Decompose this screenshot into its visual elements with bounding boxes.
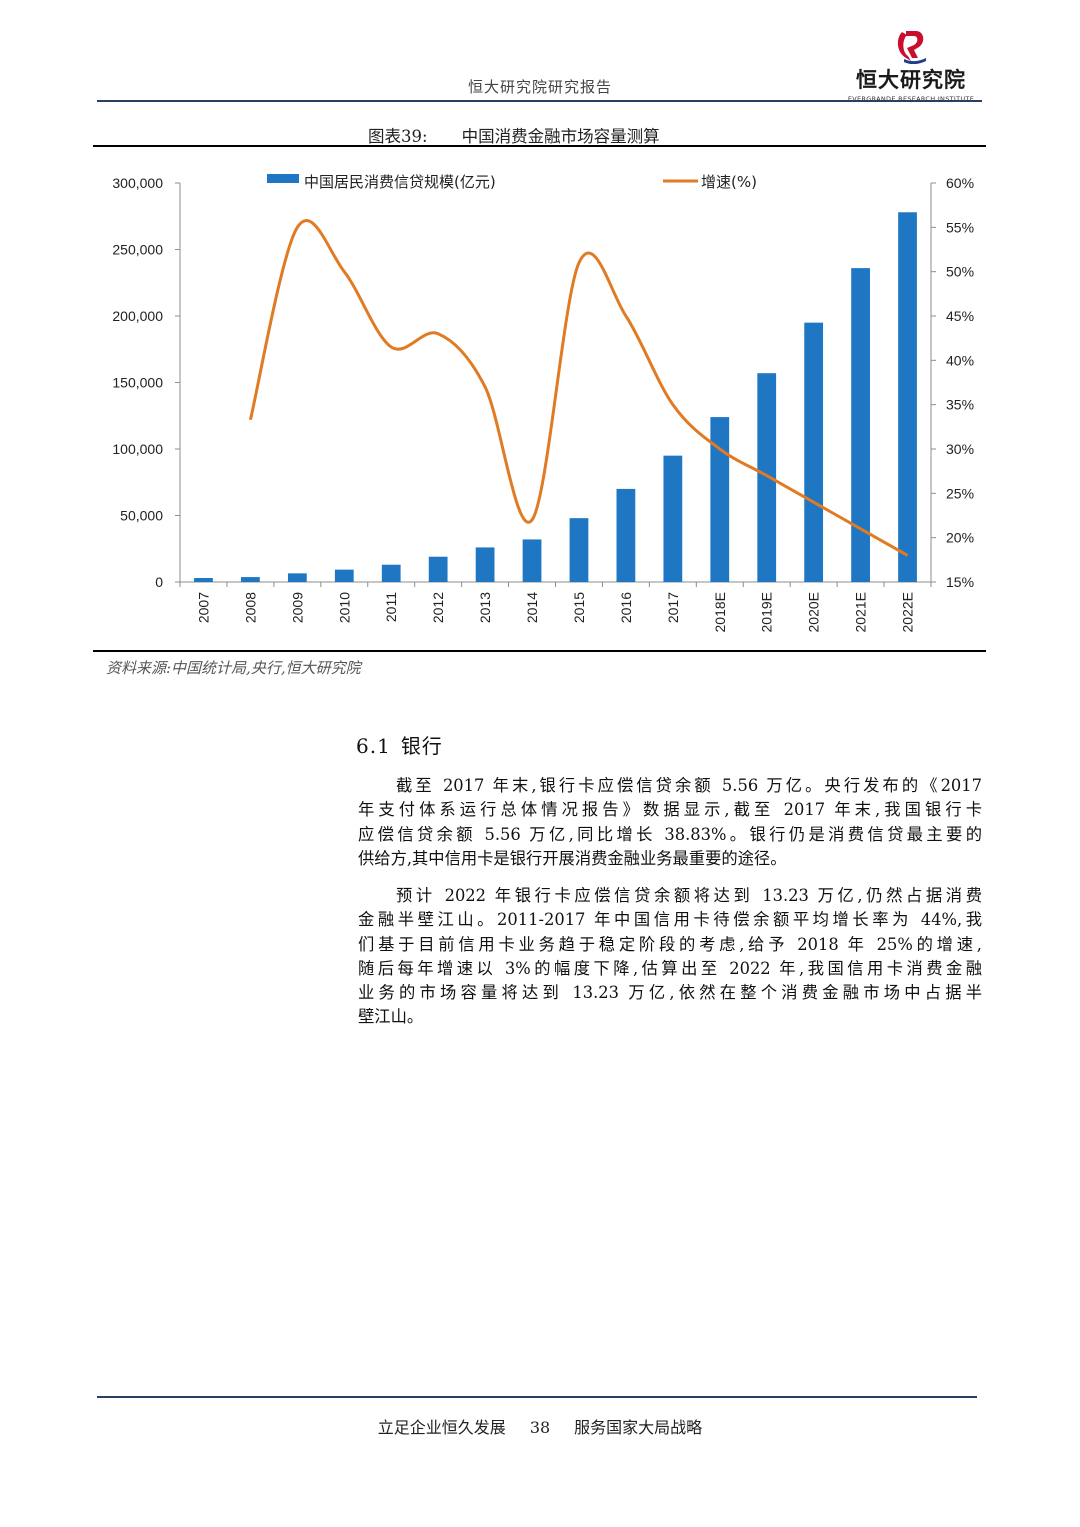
x-tick-label: 2021E [853, 592, 869, 632]
x-tick-label: 2010 [336, 592, 352, 623]
x-tick-label: 2015 [571, 592, 587, 623]
paragraph-line: 预计 2022 年银行卡应偿信贷余额将达到 13.23 万亿,仍然占据消费 [396, 886, 982, 905]
bar-consumer-credit [710, 417, 730, 582]
x-tick-label: 2012 [430, 592, 446, 623]
paragraph-line: 年支付体系运行总体情况报告》数据显示,截至 2017 年末,我国银行卡 [358, 800, 982, 820]
paragraph-line: 壁江山。 [358, 1007, 424, 1027]
footer-left-slogan: 立足企业恒久发展 [377, 1418, 506, 1437]
x-tick-label: 2022E [900, 592, 916, 632]
figure-source: 资料来源:中国统计局,央行,恒大研究院 [106, 659, 361, 677]
figure-caption: 图表39: 中国消费金融市场容量测算 [368, 123, 660, 147]
x-tick-label: 2008 [242, 592, 258, 623]
logo-subtitle: EVERGRANDE RESEARCH INSTITUTE [847, 95, 975, 103]
bar-consumer-credit [475, 547, 495, 582]
footer-right-slogan: 服务国家大局战略 [574, 1418, 703, 1437]
page-number: 38 [529, 1418, 551, 1437]
left-tick-label: 100,000 [112, 441, 163, 457]
x-tick-label: 2011 [383, 592, 399, 622]
bar-consumer-credit [334, 569, 354, 582]
right-tick-label: 20% [946, 530, 974, 546]
bar-consumer-credit [851, 268, 870, 582]
x-tick-label: 2013 [477, 592, 493, 623]
bar-consumer-credit [241, 577, 260, 582]
figure-number: 图表39: [368, 127, 428, 146]
left-tick-label: 0 [155, 574, 163, 590]
paragraph-line: 金融半壁江山。2011-2017 年中国信用卡待偿余额平均增长率为 44%,我 [358, 910, 982, 930]
paragraph-line: 供给方,其中信用卡是银行开展消费金融业务最重要的途径。 [358, 848, 787, 868]
bar-consumer-credit [804, 322, 824, 582]
right-tick-label: 35% [946, 397, 974, 413]
bar-consumer-credit [663, 455, 683, 582]
figure-title: 中国消费金融市场容量测算 [461, 127, 660, 146]
right-tick-label: 60% [946, 175, 974, 191]
footer: 立足企业恒久发展 38 服务国家大局战略 [0, 1414, 1080, 1438]
right-tick-label: 25% [946, 485, 974, 501]
bar-consumer-credit [898, 212, 917, 582]
bar-consumer-credit [569, 518, 589, 582]
paragraph-line: 随后每年增速以 3%的幅度下降,估算出至 2022 年,我国信用卡消费金融 [358, 958, 982, 978]
footer-divider [97, 1396, 977, 1398]
figure-bottom-rule [93, 650, 986, 652]
paragraph-2: 预计 2022 年银行卡应偿信贷余额将达到 13.23 万亿,仍然占据消费 金融… [358, 884, 982, 1030]
left-tick-label: 50,000 [120, 508, 163, 524]
x-tick-label: 2009 [289, 592, 305, 623]
legend-bar-swatch [267, 174, 299, 183]
figure-top-rule [93, 145, 986, 147]
bar-consumer-credit [616, 488, 636, 582]
logo-name: 恒大研究院 [856, 68, 966, 92]
line-growth-rate [248, 219, 909, 557]
consumer-credit-chart: 0 50,000 100,000 150,000 200,000 250,000 300,0… [112, 173, 974, 632]
x-tick-label: 2007 [195, 592, 211, 623]
left-tick-label: 200,000 [112, 308, 163, 324]
x-tick-label: 2017 [665, 592, 681, 623]
bar-consumer-credit [194, 578, 213, 582]
section-title: 银行 [400, 734, 443, 758]
right-tick-label: 40% [946, 352, 974, 368]
section-number: 6.1 [356, 734, 391, 758]
left-tick-label: 300,000 [112, 175, 163, 191]
paragraph-line: 业务的市场容量将达到 13.23 万亿,依然在整个消费金融市场中占据半 [358, 983, 982, 1003]
paragraph-line: 们基于目前信用卡业务趋于稳定阶段的考虑,给予 2018 年 25%的增速, [358, 934, 982, 954]
right-tick-label: 55% [946, 219, 974, 235]
bar-consumer-credit [381, 564, 401, 582]
right-tick-label: 50% [946, 264, 974, 280]
bar-consumer-credit [428, 556, 448, 582]
right-tick-label: 15% [946, 574, 974, 590]
left-tick-label: 150,000 [112, 375, 163, 391]
x-tick-label: 2016 [618, 592, 634, 623]
section-heading: 6.1 银行 [356, 730, 443, 759]
x-tick-label: 2018E [712, 592, 728, 632]
right-tick-label: 45% [946, 308, 974, 324]
paragraph-line: 应偿信贷余额 5.56 万亿,同比增长 38.83%。银行仍是消费信贷最主要的 [358, 824, 982, 844]
bar-consumer-credit [757, 373, 777, 582]
legend-bar-label: 中国居民消费信贷规模(亿元) [304, 173, 496, 191]
paragraph-1: 截至 2017 年末,银行卡应偿信贷余额 5.56 万亿。央行发布的《2017 … [358, 774, 982, 871]
legend-line-label: 增速(%) [701, 173, 757, 191]
header-logo: 恒大研究院 EVERGRANDE RESEARCH INSTITUTE [846, 28, 976, 103]
header-title: 恒大研究院研究报告 [467, 78, 612, 96]
left-tick-label: 250,000 [112, 242, 163, 258]
bar-consumer-credit [522, 539, 542, 582]
paragraph-line: 截至 2017 年末,银行卡应偿信贷余额 5.56 万亿。央行发布的《2017 [396, 776, 982, 795]
x-tick-label: 2020E [806, 592, 822, 632]
bar-consumer-credit [287, 573, 307, 582]
x-tick-label: 2014 [524, 592, 540, 623]
x-tick-label: 2019E [759, 592, 775, 632]
right-tick-label: 30% [946, 441, 974, 457]
header-divider [97, 100, 982, 102]
evergrande-logo-icon [897, 31, 926, 64]
